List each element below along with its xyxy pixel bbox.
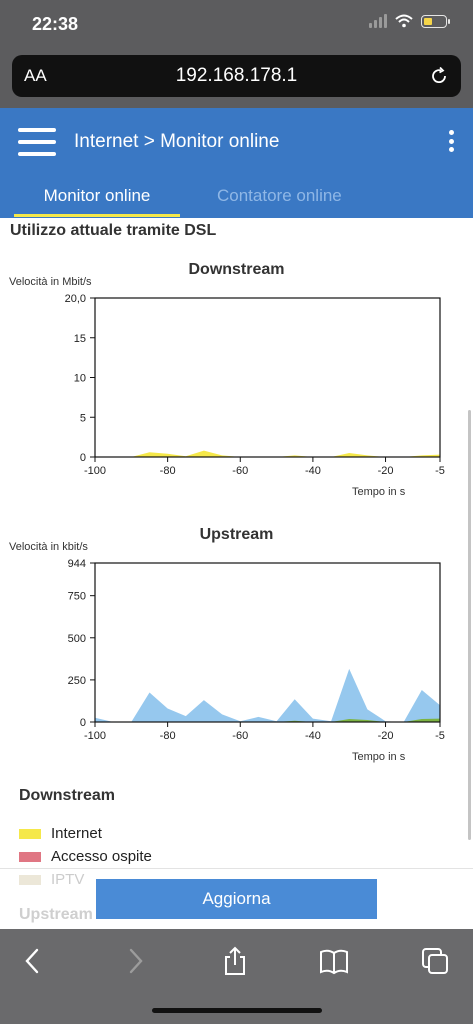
refresh-button[interactable]: Aggiorna [96,879,377,919]
address-bar[interactable]: AA 192.168.178.1 [12,55,461,97]
hamburger-menu-icon[interactable] [18,128,56,156]
legend-label: Internet [51,825,102,842]
downstream-y-tick-label: 20,0 [65,293,86,305]
upstream-series-area-0 [95,668,440,722]
downstream-chart-title: Downstream [188,261,285,278]
app-header: Internet > Monitor online Monitor online… [0,108,473,218]
downstream-x-tick-label: -5 [435,465,445,477]
upstream-x-tick-label: -80 [160,730,176,742]
section-title: Utilizzo attuale tramite DSL [10,222,217,239]
status-time: 22:38 [32,14,79,34]
cellular-signal-icon [369,14,387,28]
legend-item-internet: Internet [19,825,102,842]
reader-aa-button[interactable]: AA [24,66,47,85]
legend-label: Accesso ospite [51,848,152,865]
upstream-series-area-1 [95,718,440,722]
home-indicator [152,1008,322,1013]
battery-icon [421,14,450,28]
upstream-x-tick-label: -20 [378,730,394,742]
legend-swatch [19,851,41,862]
legend-swatch [19,828,41,839]
back-icon[interactable] [18,946,48,976]
upstream-chart: 0 250 500 750 944 -100 -80 -60 -40 -20 -5 [68,558,445,742]
bookmarks-icon[interactable] [319,946,349,976]
downstream-x-tick-label: -20 [378,465,394,477]
upstream-y-tick-label: 944 [68,558,86,570]
status-icons [369,14,450,28]
upstream-y-tick-label: 500 [68,633,86,645]
tabs-icon[interactable] [420,946,450,976]
upstream-x-tick-label: -40 [305,730,321,742]
wifi-icon [395,14,413,28]
downstream-chart: 0 5 10 15 20,0 -100 -80 -60 -40 -20 -5 [65,293,445,477]
upstream-y-tick-label: 250 [68,675,86,687]
downstream-y-tick-label: 5 [80,412,86,424]
downstream-plot-frame [94,297,441,458]
downstream-x-label: Tempo in s [352,486,406,498]
upstream-x-tick-label: -60 [232,730,248,742]
downstream-x-tick-label: -100 [84,465,106,477]
upstream-chart-title: Upstream [199,526,274,543]
upstream-x-label: Tempo in s [352,751,406,763]
legend-title: Downstream [19,787,116,804]
legend-label: IPTV [51,871,85,888]
browser-chrome: 22:38 AA 192.168.178.1 [0,0,473,108]
url-text[interactable]: 192.168.178.1 [175,65,298,86]
reload-icon[interactable] [429,66,449,86]
share-icon[interactable] [220,946,250,976]
breadcrumb: Internet > Monitor online [74,131,280,152]
upstream-y-label: Velocità in kbit/s [9,541,88,553]
upstream-legend-heading: Upstream [19,906,93,923]
legend-item-guest: Accesso ospite [19,848,152,865]
downstream-x-tick-label: -60 [232,465,248,477]
downstream-series-area-0 [95,450,440,457]
downstream-y-tick-label: 0 [80,452,86,464]
upstream-x-tick-label: -100 [84,730,106,742]
downstream-y-tick-label: 10 [74,373,86,385]
divider [0,868,473,869]
forward-icon[interactable] [120,946,150,976]
downstream-y-tick-label: 15 [74,333,86,345]
downstream-y-label: Velocità in Mbit/s [9,276,92,288]
tab-contatore-online[interactable]: Contatore online [217,186,342,205]
tab-monitor-online[interactable]: Monitor online [14,186,180,217]
upstream-x-tick-label: -5 [435,730,445,742]
legend-swatch [19,874,41,885]
upstream-y-tick-label: 750 [68,591,86,603]
more-options-icon[interactable] [449,130,455,152]
legend-item-iptv: IPTV [19,871,84,888]
downstream-x-tick-label: -80 [160,465,176,477]
downstream-x-tick-label: -40 [305,465,321,477]
upstream-plot-frame [94,562,441,723]
scrollbar[interactable] [468,410,471,840]
upstream-y-tick-label: 0 [80,717,86,729]
